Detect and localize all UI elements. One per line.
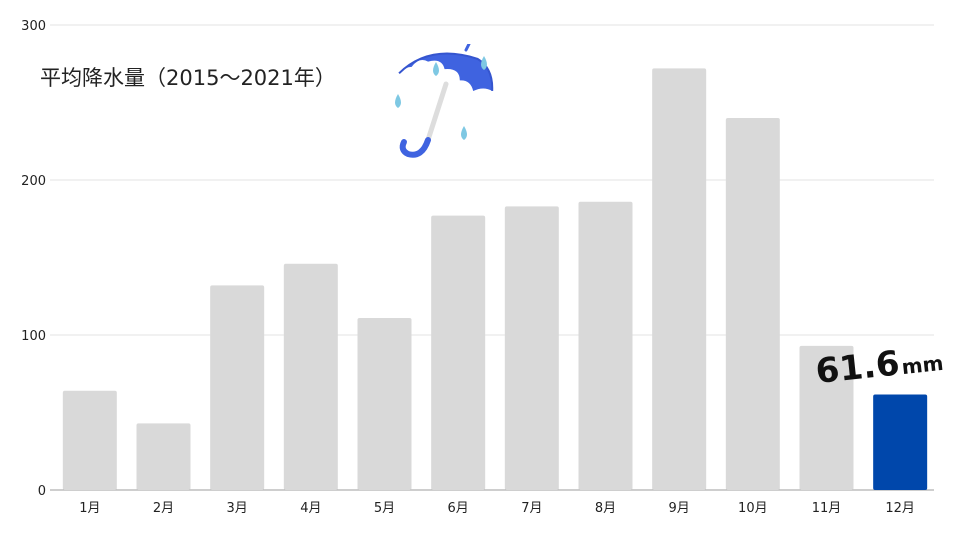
bar-6月	[431, 215, 486, 490]
bar-7月	[504, 206, 559, 490]
x-tick-label: 5月	[374, 501, 395, 516]
bar-11月	[799, 345, 854, 490]
x-tick-label: 1月	[79, 501, 100, 516]
y-tick-label: 100	[21, 329, 46, 344]
x-tick-label: 8月	[595, 501, 616, 516]
bar-8月	[578, 201, 633, 490]
bar-9月	[652, 68, 707, 491]
x-tick-label: 7月	[521, 501, 542, 516]
x-tick-label: 2月	[153, 501, 174, 516]
bar-4月	[283, 263, 338, 490]
bar-12月	[873, 394, 928, 490]
chart-title: 平均降水量（2015〜2021年）	[40, 66, 336, 90]
x-tick-label: 10月	[738, 501, 768, 516]
x-tick-label: 4月	[300, 501, 321, 516]
x-tick-label: 3月	[227, 501, 248, 516]
y-axis-ticks: 0 100 200 300	[21, 19, 46, 499]
y-tick-label: 200	[21, 174, 46, 189]
x-axis-ticks: 1月 2月 3月 4月 5月 6月 7月 8月 9月 10月 11月 12月	[79, 501, 915, 516]
bars	[62, 68, 928, 491]
callout-unit: mm	[900, 350, 945, 380]
umbrella-rain-icon	[395, 44, 494, 158]
bar-10月	[725, 118, 780, 490]
y-tick-label: 300	[21, 19, 46, 34]
x-tick-label: 6月	[448, 501, 469, 516]
bar-3月	[210, 285, 265, 490]
x-tick-label: 12月	[885, 501, 915, 516]
gridlines	[50, 24, 934, 491]
bar-5月	[357, 317, 412, 490]
bar-1月	[62, 390, 117, 490]
bar-2月	[136, 423, 191, 490]
y-tick-label: 0	[38, 484, 46, 499]
x-tick-label: 9月	[669, 501, 690, 516]
x-tick-label: 11月	[812, 501, 842, 516]
